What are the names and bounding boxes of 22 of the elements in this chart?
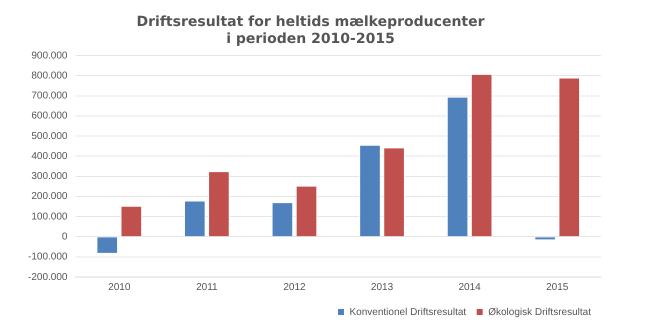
text: Driftsresultat for heltids mælkeproducenter	[136, 14, 484, 30]
y-tick-label: 700.000	[31, 90, 68, 102]
x-tick-label: 2015	[546, 282, 569, 293]
text: i perioden 2010-2015	[226, 30, 395, 47]
x-tick-label: 2011	[196, 282, 218, 293]
y-tick-label: 200.000	[31, 191, 68, 202]
x-tick-label: 2013	[370, 282, 394, 293]
y-tick-label: 300.000	[31, 171, 68, 182]
y-tick-label: 600.000	[31, 110, 68, 122]
y-tick-label: 800.000	[31, 70, 68, 82]
legend-label: Konventionel Driftsresultat	[349, 306, 466, 318]
y-tick-label: 500.000	[31, 130, 68, 142]
x-tick-label: 2012	[283, 282, 306, 293]
y-tick-label: -100.000	[28, 252, 68, 263]
x-tick-label: 2010	[108, 282, 131, 293]
y-tick-label: 900.000	[31, 50, 68, 62]
y-tick-label: 0	[62, 231, 68, 242]
y-tick-label: 400.000	[31, 150, 68, 162]
y-tick-label: -200.000	[28, 272, 68, 283]
x-tick-label: 2014	[458, 282, 482, 293]
legend-label: Økologisk Driftsresultat	[488, 306, 592, 318]
y-tick-label: 100.000	[31, 211, 68, 222]
